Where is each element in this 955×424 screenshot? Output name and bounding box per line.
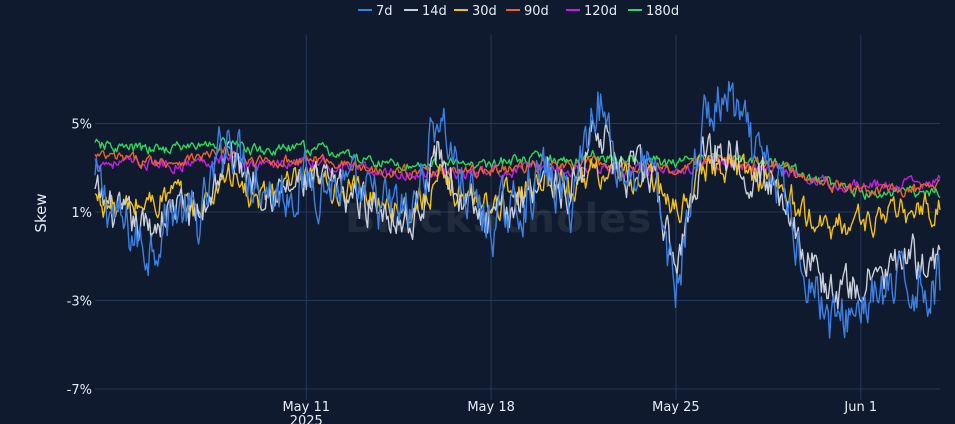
legend-label: 120d xyxy=(584,4,617,19)
legend-label: 30d xyxy=(472,4,497,19)
y-tick-label: 1% xyxy=(71,206,92,221)
legend-item-14d[interactable]: 14d xyxy=(404,4,447,19)
series-line-7d xyxy=(94,80,941,339)
x-tick-sublabel: 2025 xyxy=(290,414,323,424)
x-tick-label: May 18 xyxy=(467,400,515,415)
legend-label: 14d xyxy=(422,4,447,19)
x-tick-label: May 25 xyxy=(652,400,700,415)
grid xyxy=(95,35,940,400)
y-tick-label: -7% xyxy=(67,383,92,398)
x-tick-label: Jun 1 xyxy=(843,400,877,415)
legend-label: 90d xyxy=(524,4,549,19)
legend-item-90d[interactable]: 90d xyxy=(506,4,549,19)
legend-label: 7d xyxy=(376,4,393,19)
legend-label: 180d xyxy=(646,4,679,19)
x-tick-label: May 11 xyxy=(282,400,330,415)
legend-item-180d[interactable]: 180d xyxy=(628,4,679,19)
legend-item-7d[interactable]: 7d xyxy=(358,4,393,19)
legend[interactable]: 7d 14d 30d 90d 120d 180d xyxy=(358,4,679,19)
legend-item-30d[interactable]: 30d xyxy=(454,4,497,19)
series-line-30d xyxy=(94,153,941,240)
y-axis-title: Skew xyxy=(32,193,50,232)
y-tick-label: 5% xyxy=(71,117,92,132)
series-line-180d xyxy=(94,136,941,200)
y-tick-label: -3% xyxy=(67,294,92,309)
legend-item-120d[interactable]: 120d xyxy=(566,4,617,19)
series-lines xyxy=(94,80,941,339)
